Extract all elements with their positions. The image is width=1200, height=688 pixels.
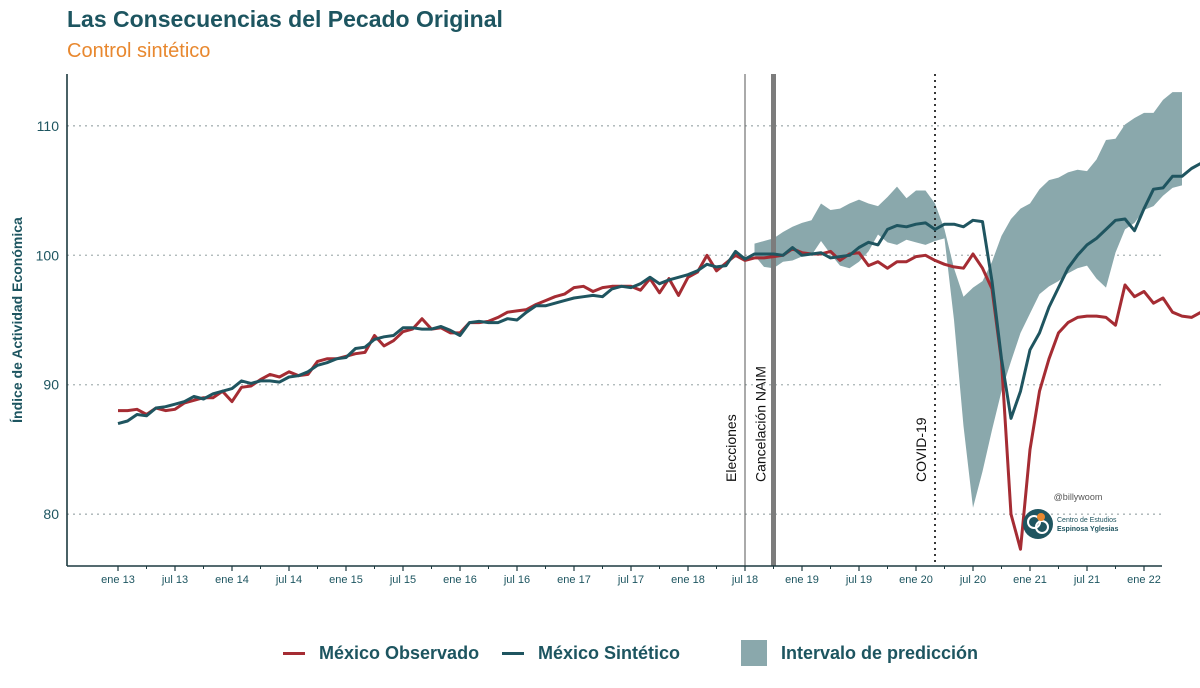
- series-lines: [117, 162, 1200, 551]
- event-label: Elecciones: [723, 414, 739, 482]
- y-tick-label: 100: [36, 247, 60, 263]
- x-tick-label: ene 19: [785, 574, 819, 586]
- legend-item-interval: Intervalo de predicción: [741, 636, 978, 670]
- ceey-logo-icon: [1023, 509, 1053, 539]
- y-axis-label: Índice de Actividad Económica: [9, 217, 25, 423]
- x-tick-label: ene 22: [1127, 574, 1161, 586]
- y-tick-label: 110: [37, 118, 60, 134]
- credit-block: @billywoom Centro de Estudios Espinosa Y…: [1023, 492, 1118, 539]
- x-tick-label: jul 17: [617, 574, 644, 586]
- x-tick-label: jul 16: [503, 574, 530, 586]
- x-tick-label: jul 19: [845, 574, 872, 586]
- legend-swatch-interval: [741, 640, 767, 666]
- chart-plot: Elecciones Cancelación NAIM COVID-19 80 90 1…: [9, 74, 1200, 586]
- chart-subtitle: Control sintético: [67, 40, 211, 62]
- x-tick-label: ene 16: [443, 574, 477, 586]
- legend-swatch-observed: [283, 651, 305, 655]
- x-tick-label: jul 13: [161, 574, 188, 586]
- x-tick-label: ene 20: [899, 574, 933, 586]
- prediction-interval-band: [754, 92, 1182, 508]
- legend-item-observed: México Observado: [283, 636, 479, 670]
- axes: 80 90 100 110 ene 13 jul 13 ene 14 jul 14 ene 15…: [9, 74, 1162, 586]
- x-tick-label: ene 17: [557, 574, 591, 586]
- event-label: COVID-19: [913, 417, 929, 482]
- credit-org-line2: Espinosa Yglesias: [1057, 526, 1118, 533]
- legend-item-synthetic: México Sintético: [502, 636, 680, 670]
- legend-label-synthetic: México Sintético: [538, 642, 681, 663]
- x-tick-label: jul 14: [275, 574, 302, 586]
- y-tick-label: 90: [43, 377, 59, 393]
- x-tick-label: jul 21: [1073, 574, 1100, 586]
- x-tick-label: ene 14: [215, 574, 249, 586]
- credit-handle: @billywoom: [1054, 492, 1103, 502]
- legend-label-observed: México Observado: [319, 642, 480, 663]
- x-tick-label: ene 18: [671, 574, 705, 586]
- x-tick-label: ene 21: [1013, 574, 1047, 586]
- legend-swatch-synthetic: [502, 651, 524, 655]
- x-tick-label: ene 15: [329, 574, 363, 586]
- x-tick-label: jul 20: [959, 574, 986, 586]
- x-tick-label: jul 15: [389, 574, 416, 586]
- event-lines: Elecciones Cancelación NAIM COVID-19: [723, 74, 936, 566]
- prediction-interval-layer: [754, 92, 1182, 508]
- legend: México Observado México Sintético Interv…: [0, 636, 1200, 670]
- event-label: Cancelación NAIM: [753, 366, 769, 482]
- series-line-synthetic: [117, 162, 1200, 426]
- chart-title: Las Consecuencias del Pecado Original: [67, 6, 503, 32]
- credit-org-line1: Centro de Estudios: [1057, 517, 1117, 524]
- x-tick-label: jul 18: [731, 574, 758, 586]
- legend-label-interval: Intervalo de predicción: [781, 642, 979, 663]
- x-tick-label: ene 13: [101, 574, 135, 586]
- y-tick-label: 80: [43, 506, 59, 522]
